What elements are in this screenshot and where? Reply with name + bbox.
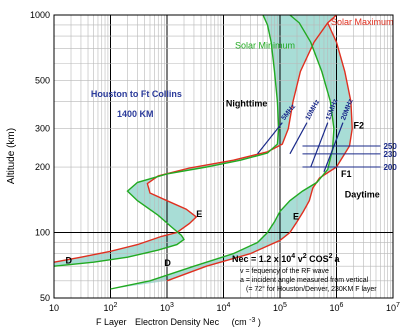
formula-main: Nec = 1.2 x 104 v2 COS2 a bbox=[232, 253, 341, 264]
annotation-daytime: Daytime bbox=[345, 189, 380, 199]
annotation-f1: F1 bbox=[341, 169, 352, 179]
annotation-1400-km: 1400 KM bbox=[117, 109, 154, 119]
x-axis-label-unit-exp: -3 bbox=[249, 317, 255, 324]
y-tick-label: 500 bbox=[35, 75, 50, 85]
x-tick-label: 103 bbox=[160, 302, 174, 313]
annotation-houston-to-ft-collins: Houston to Ft Collins bbox=[91, 89, 182, 99]
formula-part-4: a bbox=[335, 254, 341, 264]
annotation-e: E bbox=[196, 209, 202, 219]
altitude-label-230: 230 bbox=[383, 150, 397, 159]
y-tick-label: 50 bbox=[40, 293, 50, 303]
annotation-d: D bbox=[164, 258, 171, 268]
annotation-solar-minimum: Solar Minimum bbox=[235, 41, 295, 51]
y-tick-label: 100 bbox=[35, 228, 50, 238]
formula-exp-2: 2 bbox=[303, 253, 307, 260]
altitude-label-250: 250 bbox=[383, 142, 397, 151]
series-line-solar-minimum-day bbox=[110, 14, 335, 290]
series-line-solar-maximum-night bbox=[53, 14, 337, 263]
annotation-d: D bbox=[66, 256, 73, 266]
x-tick-label: 106 bbox=[330, 302, 344, 313]
series-line-solar-minimum-night bbox=[53, 14, 280, 267]
x-tick-label: 104 bbox=[217, 302, 231, 313]
y-tick-label: 1000 bbox=[30, 10, 50, 20]
formula-part-3: COS bbox=[307, 254, 329, 264]
x-tick-labels: 10 102 103 104 105 106 107 bbox=[49, 302, 400, 313]
annotations: Solar Maximum Solar Minimum Houston to Ft … bbox=[66, 17, 394, 268]
plasma-line-5MHz bbox=[257, 122, 283, 155]
x-tick-label: 10 bbox=[49, 303, 59, 313]
y-axis-label: Altitude (km) bbox=[6, 128, 17, 184]
x-axis-label-unit-end: ) bbox=[258, 317, 261, 327]
x-axis-label-main: Electron Density Nec bbox=[135, 317, 220, 327]
y-tick-labels: 1000 500 300 200 100 50 bbox=[30, 10, 50, 303]
x-axis-label: F Layer Electron Density Nec (cm -3 ) bbox=[96, 314, 261, 327]
formula-exp-3: 2 bbox=[329, 253, 333, 260]
altitude-label-200: 200 bbox=[383, 163, 397, 172]
x-axis-label-unit: (cm bbox=[232, 317, 247, 327]
formula-note-1: v = fequency of the RF wave bbox=[240, 268, 329, 275]
formula-box: Nec = 1.2 x 104 v2 COS2 a v = fequency of… bbox=[232, 253, 377, 293]
x-tick-label: 102 bbox=[104, 302, 118, 313]
band-fill-1 bbox=[110, 15, 353, 289]
annotation-solar-maximum: Solar Maximum bbox=[331, 17, 394, 27]
formula-part-2: v bbox=[295, 254, 303, 264]
plasma-line-10MHz bbox=[289, 122, 308, 155]
annotation-e: E bbox=[293, 211, 299, 221]
annotation-f2: F2 bbox=[354, 121, 365, 131]
annotation-nighttime: Nighttime bbox=[226, 98, 268, 108]
series-line-solar-maximum-day bbox=[166, 22, 353, 282]
series-lines bbox=[53, 14, 353, 290]
formula-exp-1: 4 bbox=[291, 253, 295, 260]
x-axis-label-prefix: F Layer bbox=[96, 317, 127, 327]
formula-note-3: (= 72° for Houston/Denver, 230KM F layer bbox=[246, 285, 377, 293]
formula-part-1: Nec = 1.2 x 10 bbox=[232, 254, 291, 264]
x-tick-label: 107 bbox=[386, 302, 400, 313]
formula-note-2: a = incident angle measured from vertica… bbox=[240, 277, 369, 284]
y-tick-label: 300 bbox=[35, 124, 50, 134]
grid-lines bbox=[54, 15, 393, 298]
plasma-line-20MHz bbox=[323, 122, 344, 173]
plasma-line-15MHz bbox=[310, 122, 329, 168]
y-tick-label: 200 bbox=[35, 162, 50, 172]
plot-frame bbox=[53, 14, 394, 299]
x-tick-label: 105 bbox=[273, 302, 287, 313]
